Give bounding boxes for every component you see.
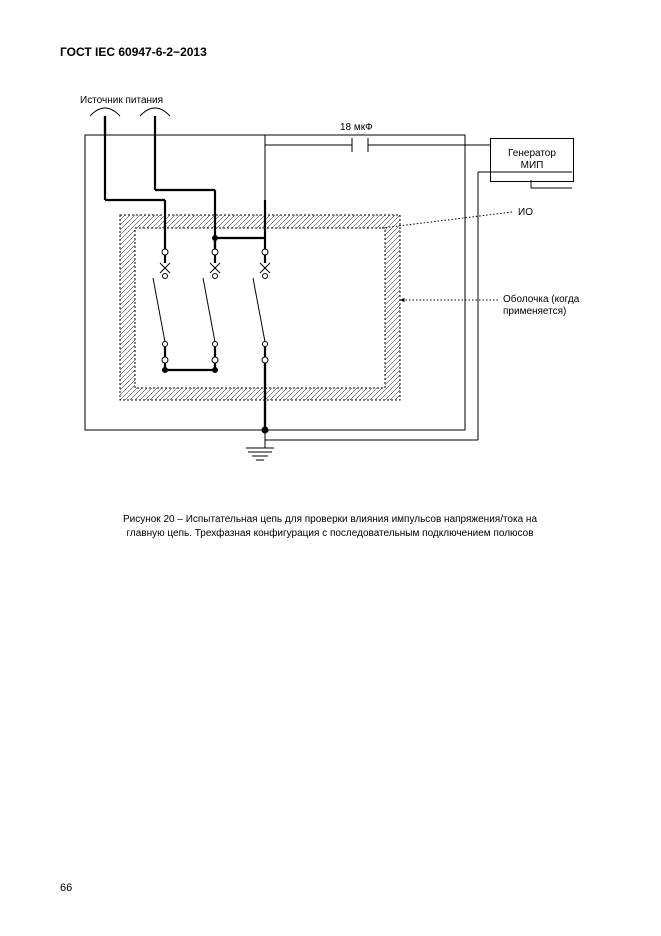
circuit-diagram (0, 0, 661, 936)
